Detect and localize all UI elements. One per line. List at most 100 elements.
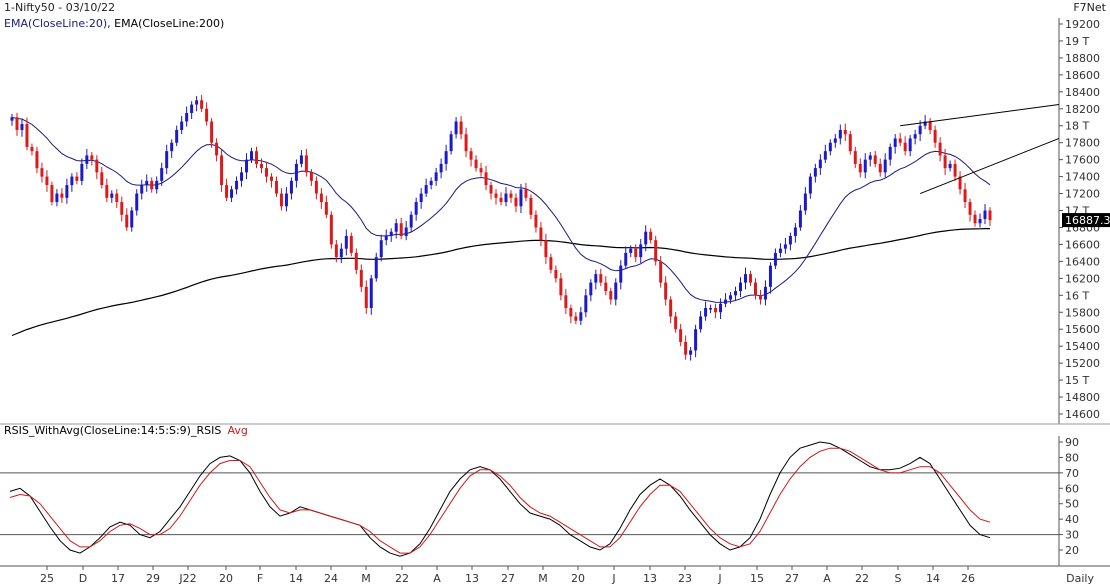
- candle-body: [324, 202, 328, 215]
- candle-body: [963, 189, 967, 203]
- candle-body: [798, 210, 802, 228]
- candle-body: [704, 308, 708, 317]
- candle-body: [808, 176, 812, 194]
- price-tick-label: 15800: [1065, 306, 1100, 319]
- candle-body: [654, 240, 658, 262]
- candle-body: [539, 227, 543, 241]
- x-tick-label: 25: [40, 572, 54, 585]
- candle-body: [958, 176, 962, 190]
- candle-body: [245, 159, 249, 173]
- candle-body: [185, 113, 189, 122]
- candle-body: [514, 197, 518, 207]
- candle-body: [883, 159, 887, 173]
- candle-body: [724, 299, 728, 304]
- candle-body: [763, 286, 767, 300]
- candle-body: [160, 168, 164, 181]
- x-tick-label: 20: [571, 572, 585, 585]
- rsi-legend-main: RSIS_WithAvg(CloseLine:14:5:S:9)_RSIS: [4, 424, 222, 437]
- price-tick-label: 17200: [1065, 188, 1100, 201]
- candle-body: [858, 163, 862, 173]
- candle-body: [793, 227, 797, 236]
- candle-body: [304, 155, 308, 173]
- rsi-tick-label: 90: [1065, 436, 1079, 449]
- candle-body: [599, 274, 603, 283]
- candle-body: [190, 104, 194, 114]
- x-tick-label: 13: [465, 572, 479, 585]
- legend-ema200: EMA(CloseLine:200): [114, 17, 224, 30]
- candle-body: [20, 124, 24, 130]
- candle-body: [893, 138, 897, 147]
- x-tick-label: 24: [324, 572, 338, 585]
- candle-body: [205, 108, 209, 122]
- rsi-tick-label: 50: [1065, 498, 1079, 511]
- candle-body: [524, 189, 528, 198]
- candle-body: [180, 121, 184, 130]
- candle-body: [125, 214, 129, 228]
- candle-body: [938, 142, 942, 156]
- price-tick-label: 14600: [1065, 408, 1100, 421]
- x-axis-ticks: 25 D 17 29 J22 20 F 14 24 M 22 A 13 27 M 20 J 13 23 J 15 27 A 2…: [40, 566, 975, 585]
- candle-body: [699, 316, 703, 330]
- price-tick-label: 19200: [1065, 18, 1100, 31]
- rsi-grid-lines: [0, 472, 1059, 536]
- candle-body: [544, 240, 548, 258]
- candle-body: [554, 269, 558, 279]
- candle-body: [564, 295, 568, 309]
- candle-body: [434, 172, 438, 181]
- candle-body: [624, 252, 628, 266]
- candle-body: [269, 176, 273, 181]
- candle-body: [783, 244, 787, 249]
- candle-body: [609, 291, 613, 300]
- candle-body: [519, 189, 523, 207]
- price-tick-label: 17800: [1065, 137, 1100, 150]
- price-tick-label: 15600: [1065, 323, 1100, 336]
- candle-body: [684, 341, 688, 355]
- candle-body: [424, 185, 428, 194]
- candle-body: [85, 155, 89, 164]
- candle-body: [973, 214, 977, 224]
- rsi-line: [9, 441, 991, 557]
- ema20-line: [11, 116, 991, 303]
- candle-body: [818, 159, 822, 169]
- candle-body: [334, 244, 338, 258]
- candle-body: [908, 138, 912, 152]
- candle-body: [155, 180, 159, 190]
- x-tick-label: 23: [678, 572, 692, 585]
- candle-body: [758, 295, 762, 300]
- candle-body: [739, 282, 743, 292]
- price-tick-label: 17600: [1065, 154, 1100, 167]
- candle-body: [734, 291, 738, 296]
- candle-body: [314, 180, 318, 194]
- candle-body: [574, 316, 578, 321]
- candle-body: [100, 172, 104, 186]
- candle-body: [644, 231, 648, 245]
- candle-body: [240, 172, 244, 181]
- candle-body: [135, 193, 139, 211]
- candle-body: [669, 299, 673, 317]
- candle-body: [594, 274, 598, 283]
- candle-body: [604, 282, 608, 292]
- price-tick-label: 15400: [1065, 340, 1100, 353]
- candle-body: [235, 180, 239, 190]
- candle-body: [499, 197, 503, 203]
- candle-body: [369, 278, 373, 309]
- candle-body: [948, 163, 952, 169]
- candle-body: [709, 308, 713, 310]
- candle-body: [284, 193, 288, 207]
- candle-body: [444, 151, 448, 164]
- candle-body: [429, 180, 433, 186]
- candle-body: [768, 265, 772, 287]
- candle-body: [130, 210, 134, 228]
- candle-body: [469, 151, 473, 160]
- candle-body: [898, 138, 902, 143]
- candle-body: [70, 176, 74, 186]
- candle-body: [255, 151, 258, 164]
- candle-body: [679, 329, 683, 342]
- candle-body: [344, 235, 348, 249]
- candle-body: [863, 159, 867, 173]
- x-tick-label: 14: [289, 572, 303, 585]
- candle-body: [843, 129, 847, 135]
- candle-body: [634, 248, 638, 258]
- candle-body: [719, 303, 723, 313]
- legend-separator: ,: [107, 17, 114, 30]
